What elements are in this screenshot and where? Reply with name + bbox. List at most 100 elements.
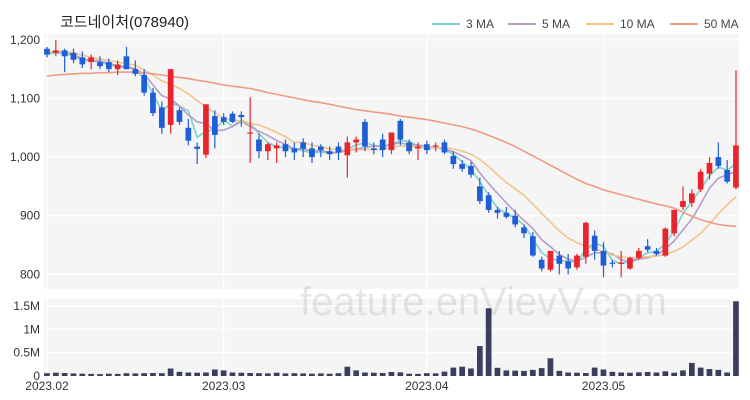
candle-body	[79, 57, 86, 65]
volume-bar	[689, 362, 695, 376]
volume-bar	[706, 369, 713, 376]
candle-body	[203, 104, 209, 155]
volume-bar	[459, 366, 465, 376]
volume-bar	[106, 373, 112, 376]
candle-body	[132, 69, 139, 74]
volume-bar	[318, 373, 324, 376]
candle-body	[344, 142, 351, 156]
volume-bar	[441, 371, 448, 376]
volume-bar	[229, 372, 236, 376]
candle-body	[662, 228, 669, 256]
candle-body	[653, 250, 660, 254]
volume-tick-label: 0	[33, 369, 40, 383]
candle-body	[715, 157, 722, 166]
volume-bar	[88, 373, 94, 376]
candle-body	[450, 155, 457, 165]
candle-body	[697, 171, 704, 190]
candle-body	[256, 139, 262, 152]
date-tick-label: 2023.04	[405, 379, 449, 393]
volume-bar	[512, 370, 518, 376]
candle-body	[503, 212, 510, 217]
volume-bar	[353, 370, 359, 376]
volume-bar	[362, 372, 368, 376]
candle-body	[176, 110, 183, 122]
volume-bar	[203, 372, 209, 376]
price-panel	[44, 34, 739, 289]
volume-bar	[176, 371, 183, 376]
volume-bar	[468, 368, 474, 376]
candle-body	[547, 250, 554, 270]
gridlines	[44, 34, 739, 377]
candle-body	[618, 262, 624, 264]
volume-bar	[697, 367, 704, 376]
volume-bar	[547, 358, 554, 376]
volume-bar	[680, 370, 686, 376]
volume-panel	[44, 299, 739, 376]
legend-label: 10 MA	[620, 17, 655, 31]
volume-bar	[265, 373, 271, 376]
candle-body	[733, 145, 739, 188]
candle-body	[565, 261, 571, 269]
candle-body	[600, 250, 607, 266]
volume-bar	[141, 373, 147, 376]
price-tick-label: 1,100	[10, 91, 40, 105]
candle-body	[114, 64, 121, 70]
volume-bar	[636, 372, 642, 376]
candle-body	[530, 236, 536, 256]
date-tick-label: 2023.03	[202, 379, 246, 393]
volume-bar	[671, 372, 677, 376]
candle-body	[477, 186, 483, 202]
volume-bar	[600, 369, 607, 376]
candle-body	[636, 250, 642, 258]
volume-bar	[44, 373, 50, 376]
volume-bar	[406, 373, 412, 376]
volume-bar	[344, 366, 351, 376]
price-tick-label: 800	[20, 267, 40, 281]
volume-bar	[335, 373, 342, 376]
volume-bar	[291, 373, 298, 376]
candle-body	[53, 50, 59, 53]
volume-bar	[150, 373, 156, 376]
volume-bar	[159, 373, 165, 376]
volume-bar	[388, 372, 395, 376]
volume-bar	[379, 373, 386, 376]
candle-body	[424, 144, 430, 151]
volume-bar	[662, 371, 669, 376]
candle-body	[273, 145, 280, 149]
candle-body	[459, 164, 465, 169]
ma-line-50-ma	[46, 71, 737, 228]
candle-body	[247, 132, 253, 134]
candle-body	[185, 127, 192, 141]
volume-bar	[556, 370, 563, 376]
candle-body	[371, 148, 377, 151]
price-tick-label: 1,200	[10, 33, 40, 47]
legend-label: 3 MA	[466, 17, 494, 31]
candles	[44, 39, 739, 278]
volume-bar	[450, 367, 457, 376]
candle-body	[706, 163, 713, 174]
volume-bar	[371, 372, 377, 376]
candle-body	[300, 142, 306, 149]
candle-body	[494, 209, 501, 213]
candle-body	[591, 235, 598, 251]
volume-bar	[53, 372, 59, 376]
candle-body	[415, 146, 421, 149]
candle-body	[521, 227, 527, 234]
volume-bar	[97, 374, 103, 376]
volume-bar	[627, 372, 633, 376]
volume-bar	[733, 301, 739, 376]
candle-body	[61, 50, 68, 57]
candle-body	[556, 255, 563, 264]
volume-bar	[503, 370, 510, 376]
volume-bar	[644, 372, 651, 376]
candle-body	[141, 75, 147, 93]
volume-bar	[530, 369, 536, 376]
candle-body	[123, 56, 130, 70]
date-tick-label: 2023.05	[582, 379, 626, 393]
volume-bar	[167, 368, 174, 376]
volume-bar	[485, 308, 492, 376]
candle-body	[512, 215, 518, 225]
volume-bar	[212, 369, 218, 376]
legend-label: 50 MA	[704, 17, 739, 31]
